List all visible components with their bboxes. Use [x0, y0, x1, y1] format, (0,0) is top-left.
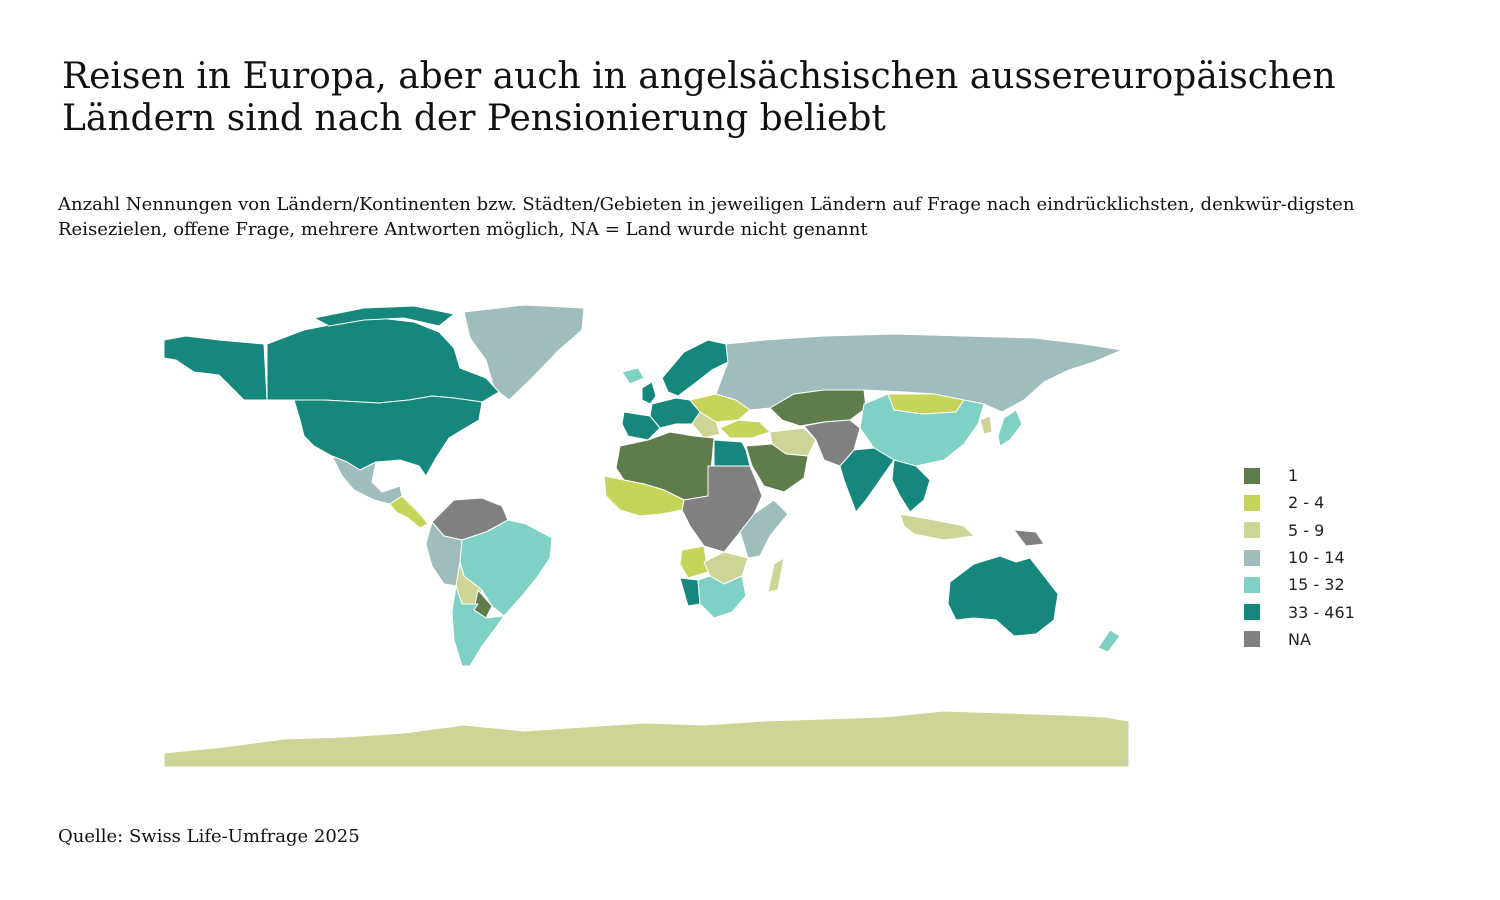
legend-swatch — [1244, 467, 1260, 484]
region-arctic-islands — [313, 305, 455, 327]
legend-swatch — [1244, 494, 1260, 511]
region-angola — [679, 545, 709, 579]
legend-swatch — [1244, 549, 1260, 566]
legend-label: 1 — [1288, 466, 1299, 486]
region-namibia — [679, 577, 701, 607]
region-usa — [293, 395, 483, 477]
region-south-africa — [697, 575, 747, 619]
legend-label: 5 - 9 — [1288, 520, 1325, 540]
legend-item: 33 - 461 — [1244, 598, 1355, 625]
legend-swatch — [1244, 631, 1260, 648]
region-southeast-asia — [891, 459, 931, 513]
region-egypt — [713, 439, 751, 467]
legend-item: 15 - 32 — [1244, 571, 1355, 598]
region-canada — [266, 317, 500, 404]
region-turkey — [719, 419, 771, 439]
region-iceland — [621, 367, 645, 385]
region-india — [839, 447, 895, 513]
region-greenland — [463, 304, 585, 401]
source-note: Quelle: Swiss Life-Umfrage 2025 — [58, 826, 360, 847]
region-arabia — [745, 443, 809, 493]
region-mexico — [331, 455, 403, 505]
legend-label: 15 - 32 — [1288, 575, 1345, 595]
world-map — [164, 304, 1129, 768]
legend-label: 2 - 4 — [1288, 493, 1325, 513]
legend-label: 33 - 461 — [1288, 602, 1355, 622]
region-scandinavia — [661, 339, 729, 397]
region-kazakhstan — [769, 389, 867, 427]
region-balkans — [691, 411, 721, 439]
region-japan — [997, 409, 1023, 447]
chart-title: Reisen in Europa, aber auch in angelsäch… — [62, 56, 1336, 139]
legend-item: 1 — [1244, 462, 1355, 489]
region-alaska — [164, 335, 268, 401]
region-east-africa — [739, 499, 789, 559]
region-central-america — [389, 495, 429, 529]
region-new-zealand — [1097, 629, 1121, 653]
region-madagascar — [767, 557, 785, 593]
region-russia — [715, 333, 1123, 413]
legend-label: NA — [1288, 629, 1311, 649]
legend: 1 2 - 4 5 - 9 10 - 14 15 - 32 33 - 461 N… — [1244, 462, 1355, 653]
legend-item: 2 - 4 — [1244, 489, 1355, 516]
region-new-guinea — [1013, 529, 1045, 547]
chart-subtitle: Anzahl Nennungen von Ländern/Kontinenten… — [58, 194, 1355, 240]
legend-item: 10 - 14 — [1244, 544, 1355, 571]
region-west-africa — [603, 475, 685, 517]
legend-swatch — [1244, 604, 1260, 621]
region-uk — [641, 381, 657, 405]
legend-item: NA — [1244, 626, 1355, 653]
region-australia — [947, 555, 1059, 637]
region-korea — [979, 415, 993, 435]
legend-swatch — [1244, 522, 1260, 539]
legend-label: 10 - 14 — [1288, 548, 1345, 568]
region-indonesia — [899, 513, 975, 541]
region-antarctica — [164, 710, 1129, 768]
legend-item: 5 - 9 — [1244, 517, 1355, 544]
region-southern-cone — [451, 585, 505, 667]
legend-swatch — [1244, 576, 1260, 593]
